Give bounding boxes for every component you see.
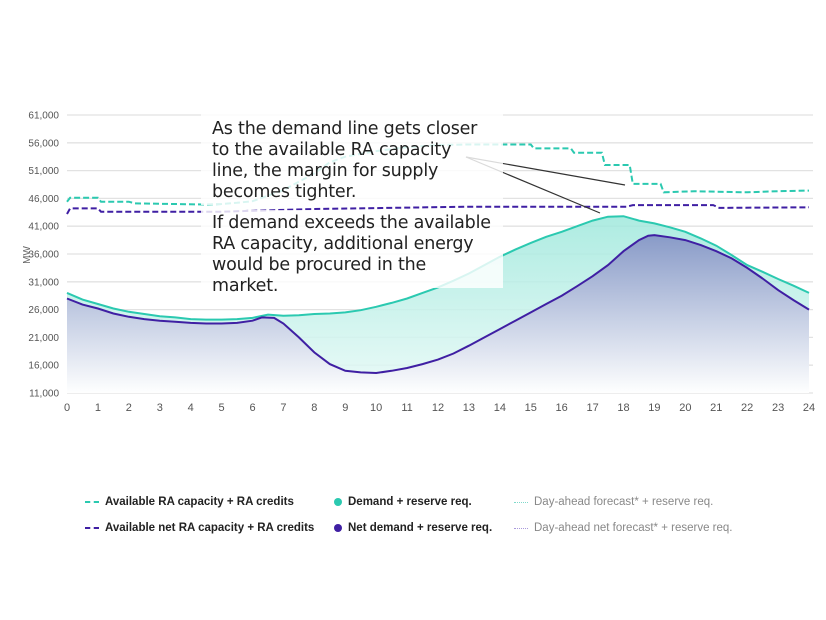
legend-item-available-net-ra[interactable]: Available net RA capacity + RA credits bbox=[85, 522, 314, 534]
y-axis-label: MW bbox=[22, 246, 33, 264]
dashed-line-swatch-icon bbox=[85, 501, 99, 503]
legend-label: Demand + reserve req. bbox=[348, 496, 472, 508]
legend-label: Day-ahead net forecast* + reserve req. bbox=[534, 522, 733, 534]
y-tick-label: 16,000 bbox=[28, 361, 59, 372]
x-tick-label: 8 bbox=[311, 402, 317, 414]
x-tick-label: 3 bbox=[157, 402, 163, 414]
y-tick-label: 46,000 bbox=[28, 194, 59, 205]
legend-item-net-demand[interactable]: Net demand + reserve req. bbox=[334, 522, 492, 534]
y-tick-label: 61,000 bbox=[28, 111, 59, 122]
annotation-line: would be procured in the market. bbox=[212, 255, 427, 296]
y-tick-label: 56,000 bbox=[28, 138, 59, 149]
y-tick-label: 31,000 bbox=[28, 277, 59, 288]
x-tick-label: 11 bbox=[401, 402, 412, 414]
dashed-line-swatch-icon bbox=[85, 527, 99, 529]
annotation-line: becomes tighter. bbox=[212, 182, 357, 202]
annotation-line: As the demand line gets closer bbox=[212, 119, 478, 139]
x-tick-label: 0 bbox=[64, 402, 70, 414]
x-axis-ticks: 0 1 2 3 4 5 6 7 8 9 10 11 12 13 14 15 16 17 18 19 20 21 22 23 24 bbox=[64, 402, 815, 414]
x-tick-label: 14 bbox=[494, 402, 506, 414]
available-ra-capacity-line bbox=[66, 143, 810, 206]
x-tick-label: 22 bbox=[741, 402, 753, 414]
x-tick-label: 13 bbox=[463, 402, 475, 414]
legend-label: Available RA capacity + RA credits bbox=[105, 496, 294, 508]
y-axis-ticks: 61,000 56,000 51,000 46,000 41,000 36,000 31,0… bbox=[28, 111, 59, 400]
circle-swatch-icon bbox=[334, 498, 342, 506]
annotation-line: RA capacity, additional energy bbox=[212, 234, 474, 254]
x-tick-label: 17 bbox=[586, 402, 598, 414]
available-net-ra-capacity-line bbox=[66, 204, 810, 215]
legend-item-demand[interactable]: Demand + reserve req. bbox=[334, 496, 472, 508]
x-tick-label: 5 bbox=[219, 402, 225, 414]
net-demand-area bbox=[67, 235, 809, 393]
y-tick-label: 26,000 bbox=[28, 305, 59, 316]
legend-label: Net demand + reserve req. bbox=[348, 522, 493, 534]
annotation-line: to the available RA capacity bbox=[212, 140, 452, 160]
annotation-market-procurement: If demand exceeds the available RA capac… bbox=[201, 210, 503, 296]
dotted-line-swatch-icon bbox=[514, 501, 528, 503]
y-tick-label: 21,000 bbox=[28, 333, 59, 344]
x-tick-label: 1 bbox=[95, 402, 101, 414]
legend-item-day-ahead-net-forecast[interactable]: Day-ahead net forecast* + reserve req. bbox=[514, 522, 732, 534]
y-tick-label: 36,000 bbox=[28, 250, 59, 261]
x-tick-label: 15 bbox=[525, 402, 537, 414]
x-tick-label: 20 bbox=[679, 402, 691, 414]
legend-item-day-ahead-forecast[interactable]: Day-ahead forecast* + reserve req. bbox=[514, 496, 713, 508]
legend-label: Available net RA capacity + RA credits bbox=[105, 522, 315, 534]
x-tick-label: 19 bbox=[648, 402, 660, 414]
x-tick-label: 23 bbox=[772, 402, 784, 414]
x-tick-label: 4 bbox=[188, 402, 194, 414]
annotation-line: line, the margin for supply bbox=[212, 161, 439, 181]
x-tick-label: 2 bbox=[126, 402, 132, 414]
dotted-line-swatch-icon bbox=[514, 527, 528, 529]
x-tick-label: 7 bbox=[280, 402, 286, 414]
circle-swatch-icon bbox=[334, 524, 342, 532]
annotation-margin-tighter: As the demand line gets closer to the av… bbox=[201, 113, 503, 205]
legend-item-available-ra[interactable]: Available RA capacity + RA credits bbox=[85, 496, 294, 508]
annotation-line: If demand exceeds the available bbox=[212, 213, 491, 233]
y-tick-label: 11,000 bbox=[29, 389, 59, 400]
area-series bbox=[67, 216, 809, 393]
y-tick-label: 41,000 bbox=[28, 222, 59, 233]
net-demand-line bbox=[66, 234, 810, 375]
legend-label: Day-ahead forecast* + reserve req. bbox=[534, 496, 714, 508]
x-tick-label: 24 bbox=[803, 402, 815, 414]
x-tick-label: 21 bbox=[710, 402, 722, 414]
x-tick-label: 10 bbox=[370, 402, 382, 414]
x-tick-label: 9 bbox=[342, 402, 348, 414]
x-tick-label: 12 bbox=[432, 402, 444, 414]
x-tick-label: 6 bbox=[249, 402, 255, 414]
x-tick-label: 18 bbox=[617, 402, 629, 414]
x-tick-label: 16 bbox=[556, 402, 568, 414]
y-tick-label: 51,000 bbox=[28, 166, 59, 177]
